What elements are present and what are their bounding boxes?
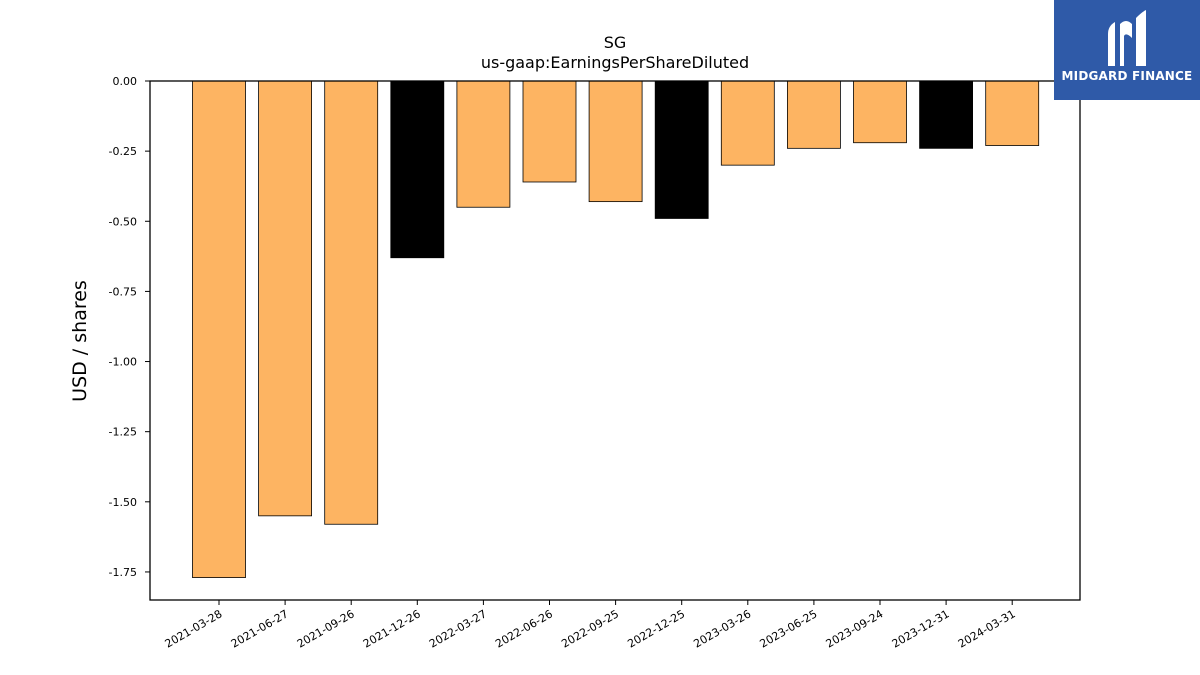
y-tick-label: -0.75 bbox=[109, 285, 137, 298]
bar-2023-06-25 bbox=[787, 80, 841, 149]
x-tick-label: 2024-03-31 bbox=[956, 607, 1018, 650]
bar-2024-03-31 bbox=[985, 80, 1040, 146]
midgard-logo-icon bbox=[1108, 10, 1146, 66]
x-tick-label: 2023-12-31 bbox=[890, 607, 952, 650]
x-tick-label: 2023-09-24 bbox=[824, 607, 886, 650]
bar-2023-12-31 bbox=[919, 80, 973, 149]
bar-2022-12-25 bbox=[654, 80, 709, 219]
y-axis-label: USD / shares bbox=[69, 280, 91, 402]
bar-2023-03-26 bbox=[720, 80, 775, 166]
y-tick-label: -1.50 bbox=[109, 496, 137, 509]
chart-title: SG bbox=[604, 33, 627, 52]
logo-text: MIDGARD FINANCE bbox=[1061, 69, 1193, 83]
y-tick-label: -0.25 bbox=[109, 145, 137, 158]
y-tick-label: -1.75 bbox=[109, 566, 137, 579]
plot-frame bbox=[149, 80, 1081, 601]
bar-2021-12-26 bbox=[390, 80, 445, 259]
x-tick-label: 2021-12-26 bbox=[361, 607, 423, 650]
bar-2022-03-27 bbox=[456, 80, 511, 208]
bar-2022-09-25 bbox=[588, 80, 643, 203]
x-tick-label: 2023-06-25 bbox=[758, 607, 820, 650]
y-tick-label: -0.50 bbox=[109, 215, 137, 228]
chart-subtitle: us-gaap:EarningsPerShareDiluted bbox=[481, 53, 749, 72]
y-tick-label: 0.00 bbox=[113, 75, 138, 88]
midgard-finance-logo: MIDGARD FINANCE bbox=[1054, 0, 1200, 100]
bar-2021-06-27 bbox=[258, 80, 313, 517]
y-tick-label: -1.00 bbox=[109, 356, 137, 369]
x-ticks-group: 2021-03-28 2021-06-27 2021-09-26 2021-12-26… bbox=[163, 600, 1018, 651]
bar-2023-09-24 bbox=[853, 80, 907, 144]
bar-2021-03-28 bbox=[192, 80, 246, 578]
bar-2021-09-26 bbox=[324, 80, 379, 525]
bars-group bbox=[192, 80, 1040, 578]
x-tick-label: 2022-06-26 bbox=[493, 607, 555, 650]
x-tick-label: 2022-12-25 bbox=[625, 607, 687, 650]
x-tick-label: 2022-03-27 bbox=[427, 607, 489, 650]
y-tick-label: -1.25 bbox=[109, 426, 137, 439]
x-tick-label: 2023-03-26 bbox=[691, 607, 753, 650]
bar-2022-06-26 bbox=[522, 80, 577, 183]
x-tick-label: 2021-09-26 bbox=[295, 607, 357, 650]
x-tick-label: 2021-06-27 bbox=[229, 607, 291, 650]
x-tick-label: 2022-09-25 bbox=[559, 607, 621, 650]
x-tick-label: 2021-03-28 bbox=[163, 607, 225, 650]
y-ticks-group: 0.00 -0.25 -0.50 -0.75 -1.00 -1.25 -1.50 -1.75 bbox=[109, 75, 150, 579]
